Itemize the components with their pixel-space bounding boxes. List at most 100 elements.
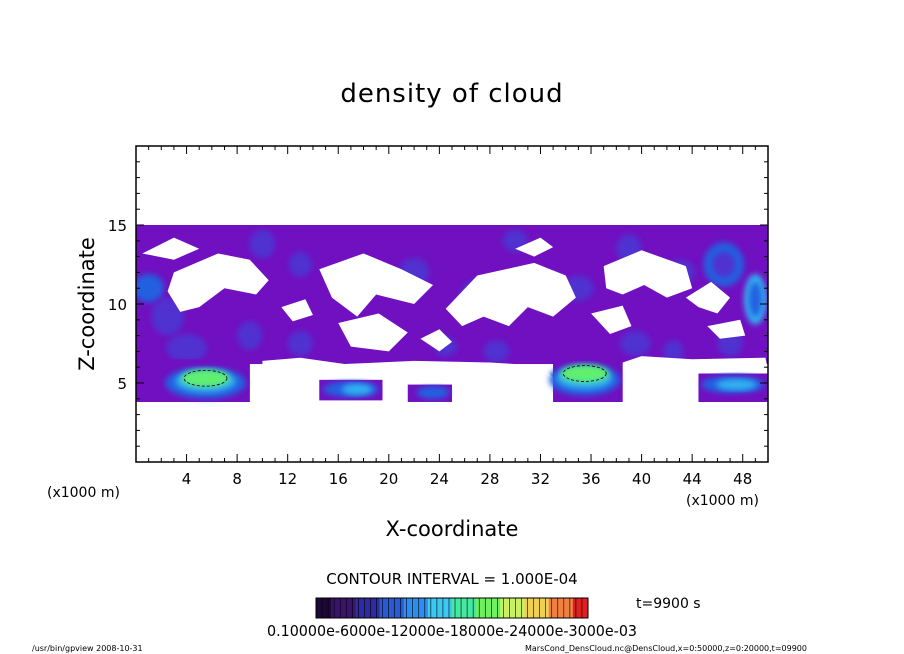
x-tick-label: 36 [581, 470, 600, 488]
colorbar-cell [539, 598, 544, 618]
colorbar-cell [388, 598, 393, 618]
cloud-gap [319, 253, 434, 317]
colorbar-cell [352, 598, 356, 618]
colorbar-cell [322, 598, 326, 618]
x-axis-unit-right: (x1000 m) [686, 493, 759, 509]
colorbar-cell [548, 598, 553, 618]
colorbar-cell [376, 598, 380, 618]
colorbar-cell [575, 598, 580, 618]
colorbar-cell [512, 598, 516, 618]
colorbar-cell [557, 598, 562, 618]
colorbar-cell [569, 598, 574, 618]
colorbar-cell [331, 598, 335, 618]
chart-title: density of cloud [340, 79, 563, 109]
colorbar-cell [494, 598, 498, 618]
cloud-density-blob [712, 251, 736, 278]
cloud-gap [515, 237, 554, 257]
colorbar [315, 598, 589, 618]
colorbar-cell [452, 598, 456, 618]
colorbar-cell [542, 598, 547, 618]
colorbar-cell [560, 598, 565, 618]
cloud-density-blob [716, 379, 757, 391]
cloud-gap [281, 299, 313, 322]
cloud-density-blob [663, 340, 684, 363]
colorbar-cell [373, 598, 377, 618]
colorbar-cell [337, 598, 341, 618]
colorbar-cell [430, 598, 435, 618]
cloud-gap [167, 253, 269, 312]
contour-interval: CONTOUR INTERVAL = 1.000E-04 [326, 570, 577, 588]
cloud-density-blob [287, 330, 313, 357]
colorbar-cell [403, 598, 408, 618]
y-axis-ticks: 5 10 15 [108, 161, 768, 447]
x-tick-label: 48 [733, 470, 752, 488]
cloud-density-blob [483, 340, 509, 363]
colorbar-cell [461, 598, 465, 618]
colorbar-frame [315, 597, 589, 619]
y-axis-label: Z-coordinate [75, 237, 99, 371]
colorbar-cell [343, 598, 347, 618]
cloud-density-blob [288, 251, 312, 278]
colorbar-cell [406, 598, 411, 618]
colorbar-cell [506, 598, 510, 618]
colorbar-cell [421, 598, 426, 618]
cloud-density-blob [166, 334, 207, 363]
colorbar-cell [572, 598, 577, 618]
footer-right: MarsCond_DensCloud.nc@DensCloud,x=0:5000… [525, 644, 807, 653]
colorbar-cell [319, 598, 323, 618]
cloud-gap [685, 281, 731, 314]
x-tick-label: 44 [683, 470, 702, 488]
colorbar-cell [464, 598, 468, 618]
colorbar-cell [424, 598, 429, 618]
colorbar-cell [358, 598, 362, 618]
colorbar-cell [527, 598, 532, 618]
colorbar-cell [485, 598, 489, 618]
cloud-gap [707, 319, 746, 339]
colorbar-cell [370, 598, 374, 618]
cloud-gap [136, 401, 768, 462]
y-tick-label: 10 [108, 296, 127, 314]
x-axis-ticks: 4 8 12 16 20 24 28 32 36 40 44 48 [148, 146, 756, 488]
colorbar-cell [448, 598, 453, 618]
x-tick-label: 24 [430, 470, 449, 488]
colorbar-cell [412, 598, 417, 618]
colorbar-cell [364, 598, 368, 618]
colorbar-cell [491, 598, 495, 618]
colorbar-cell [530, 598, 535, 618]
colorbar-cell [436, 598, 441, 618]
colorbar-cell [476, 598, 480, 618]
colorbar-cell [325, 598, 329, 618]
colorbar-cell [482, 598, 486, 618]
colorbar-cell [578, 598, 583, 618]
colorbar-cell [427, 598, 432, 618]
colorbar-cell [536, 598, 541, 618]
x-tick-label: 32 [531, 470, 550, 488]
colorbar-cell [391, 598, 396, 618]
cloud-gap [591, 305, 632, 335]
colorbar-cell [563, 598, 568, 618]
colorbar-cell [385, 598, 390, 618]
cloud-gap [445, 262, 576, 327]
colorbar-cell [361, 598, 365, 618]
colorbar-cell [518, 598, 523, 618]
core-near-x35 [560, 364, 609, 383]
colorbar-cell [584, 598, 589, 618]
colorbar-cell [521, 598, 526, 618]
core-near-x5 [181, 369, 230, 387]
colorbar-cell [470, 598, 474, 618]
colorbar-cell [346, 598, 350, 618]
colorbar-cell [524, 598, 529, 618]
cloud-gap [338, 313, 408, 352]
colorbar-cell [458, 598, 462, 618]
core-near-x5-contour [183, 369, 228, 387]
colorbar-cell [445, 598, 450, 618]
cloud-density-blob [237, 321, 263, 350]
colorbar-cell [397, 598, 402, 618]
x-tick-label: 40 [632, 470, 651, 488]
colorbar-cell [581, 598, 586, 618]
y-tick-label: 5 [117, 375, 127, 393]
colorbar-cell [328, 598, 332, 618]
colorbar-cell [500, 598, 504, 618]
colorbar-cell [433, 598, 438, 618]
